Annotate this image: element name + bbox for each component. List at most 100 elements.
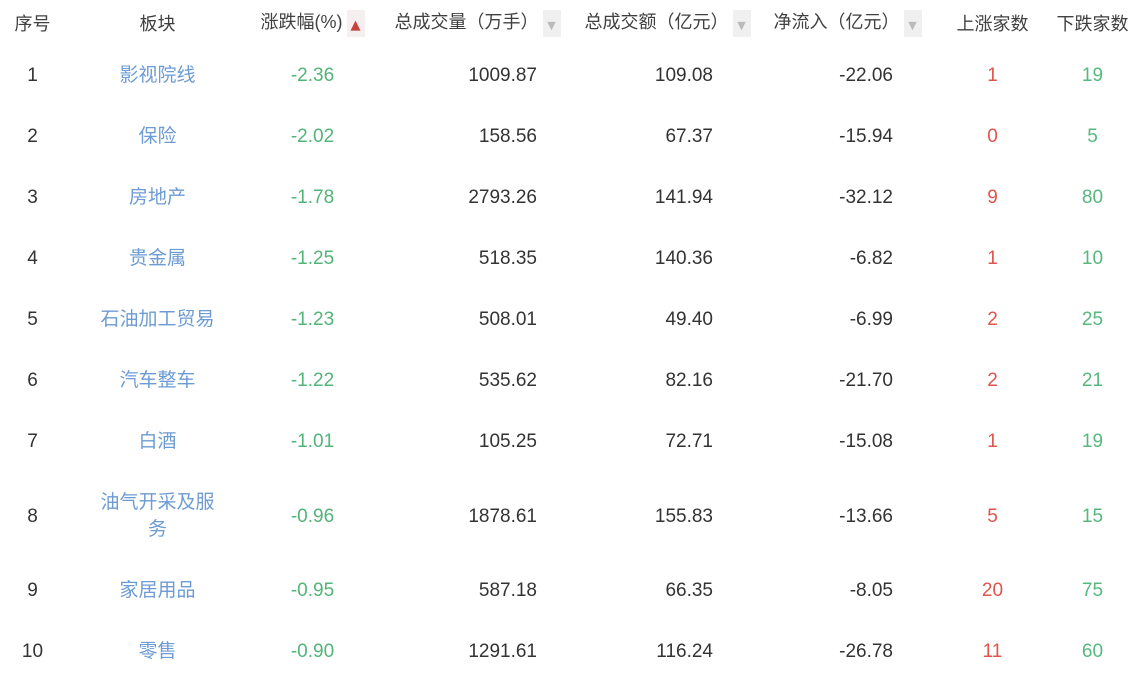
- inflow-value: -6.82: [849, 248, 893, 269]
- sector-link[interactable]: 白酒: [138, 431, 177, 452]
- turnover-cell: 155.83: [580, 472, 755, 560]
- header-row: 序号 板块 涨跌幅(%) ▲ 总成交量（万手） ▼ 总成交额（亿元） ▼ 净流入（亿元…: [0, 0, 1140, 45]
- change-cell: -0.95: [250, 560, 375, 621]
- table-row: 10 零售 -0.90 1291.61 116.24 -26.78 11 60: [0, 621, 1140, 678]
- sector-cell: 石油加工贸易: [65, 289, 250, 350]
- volume-cell: 508.01: [375, 289, 580, 350]
- volume-cell: 158.56: [375, 106, 580, 167]
- sector-cell: 油气开采及服务: [65, 472, 250, 560]
- down-count-cell: 21: [1045, 350, 1140, 411]
- sector-link[interactable]: 家居用品: [119, 580, 196, 601]
- up-count-cell: 1: [940, 228, 1045, 289]
- table-row: 4 贵金属 -1.25 518.35 140.36 -6.82 1 10: [0, 228, 1140, 289]
- volume-value: 105.25: [478, 431, 537, 452]
- seq-value: 7: [27, 431, 38, 452]
- turnover-value: 155.83: [654, 505, 713, 527]
- up-count-value: 1: [987, 431, 998, 452]
- up-count-cell: 11: [940, 621, 1045, 678]
- sort-desc-icon: ▼: [908, 18, 917, 32]
- turnover-cell: 140.36: [580, 228, 755, 289]
- sort-button-volume[interactable]: ▼: [542, 9, 561, 37]
- table-row: 3 房地产 -1.78 2793.26 141.94 -32.12 9 80: [0, 167, 1140, 228]
- table-row: 9 家居用品 -0.95 587.18 66.35 -8.05 20 75: [0, 560, 1140, 621]
- down-count-cell: 5: [1045, 106, 1140, 167]
- sector-link[interactable]: 房地产: [128, 187, 186, 208]
- sector-cell: 零售: [65, 621, 250, 678]
- sector-link[interactable]: 贵金属: [128, 248, 186, 269]
- table-row: 6 汽车整车 -1.22 535.62 82.16 -21.70 2 21: [0, 350, 1140, 411]
- up-count-value: 11: [982, 641, 1003, 662]
- sector-cell: 汽车整车: [65, 350, 250, 411]
- change-cell: -2.02: [250, 106, 375, 167]
- sort-button-change[interactable]: ▲: [346, 9, 365, 37]
- inflow-cell: -32.12: [755, 167, 940, 228]
- up-count-cell: 0: [940, 106, 1045, 167]
- seq-value: 10: [21, 641, 44, 662]
- down-count-cell: 25: [1045, 289, 1140, 350]
- turnover-value: 72.71: [665, 431, 713, 452]
- column-header-seq-label: 序号: [14, 13, 51, 34]
- volume-value: 587.18: [478, 580, 537, 601]
- volume-value: 518.35: [478, 248, 537, 269]
- sector-link[interactable]: 影视院线: [119, 65, 196, 86]
- sector-link[interactable]: 零售: [138, 641, 177, 662]
- down-count-cell: 10: [1045, 228, 1140, 289]
- seq-cell: 1: [0, 45, 65, 106]
- seq-value: 4: [27, 248, 38, 269]
- column-header-inflow-label: 净流入（亿元）: [773, 12, 900, 33]
- sort-button-inflow[interactable]: ▼: [903, 9, 922, 37]
- inflow-cell: -15.08: [755, 411, 940, 472]
- volume-value: 1878.61: [468, 505, 537, 527]
- inflow-value: -21.70: [839, 370, 893, 391]
- seq-value: 5: [27, 309, 38, 330]
- turnover-value: 82.16: [665, 370, 713, 391]
- up-count-value: 5: [987, 505, 998, 527]
- change-value: -1.78: [290, 187, 335, 208]
- sort-desc-icon: ▼: [737, 18, 746, 32]
- seq-cell: 7: [0, 411, 65, 472]
- volume-cell: 1291.61: [375, 621, 580, 678]
- turnover-value: 66.35: [665, 580, 713, 601]
- inflow-value: -32.12: [839, 187, 893, 208]
- change-value: -0.95: [290, 580, 335, 601]
- column-header-seq: 序号: [0, 0, 65, 45]
- change-value: -2.36: [290, 65, 335, 86]
- sector-link[interactable]: 油气开采及服务: [100, 492, 215, 540]
- inflow-cell: -6.99: [755, 289, 940, 350]
- seq-value: 1: [27, 65, 38, 86]
- down-count-value: 75: [1081, 580, 1104, 601]
- up-count-value: 0: [987, 126, 998, 147]
- change-value: -2.02: [290, 126, 335, 147]
- down-count-value: 60: [1081, 641, 1104, 662]
- up-count-cell: 1: [940, 45, 1045, 106]
- up-count-value: 9: [987, 187, 998, 208]
- volume-cell: 2793.26: [375, 167, 580, 228]
- seq-cell: 8: [0, 472, 65, 560]
- up-count-cell: 5: [940, 472, 1045, 560]
- column-header-turnover-label: 总成交额（亿元）: [584, 12, 729, 33]
- up-count-value: 1: [987, 248, 998, 269]
- turnover-cell: 66.35: [580, 560, 755, 621]
- volume-cell: 105.25: [375, 411, 580, 472]
- column-header-up-count-label: 上涨家数: [956, 13, 1029, 34]
- turnover-cell: 49.40: [580, 289, 755, 350]
- sort-button-turnover[interactable]: ▼: [732, 9, 751, 37]
- up-count-cell: 20: [940, 560, 1045, 621]
- table-row: 5 石油加工贸易 -1.23 508.01 49.40 -6.99 2 25: [0, 289, 1140, 350]
- seq-cell: 4: [0, 228, 65, 289]
- sector-link[interactable]: 石油加工贸易: [100, 309, 215, 330]
- change-cell: -1.25: [250, 228, 375, 289]
- up-count-cell: 2: [940, 289, 1045, 350]
- sector-link[interactable]: 汽车整车: [119, 370, 196, 391]
- seq-cell: 5: [0, 289, 65, 350]
- volume-value: 535.62: [478, 370, 537, 391]
- down-count-cell: 60: [1045, 621, 1140, 678]
- table-row: 8 油气开采及服务 -0.96 1878.61 155.83 -13.66 5 …: [0, 472, 1140, 560]
- change-value: -0.90: [290, 641, 335, 662]
- turnover-value: 141.94: [654, 187, 713, 208]
- sector-cell: 贵金属: [65, 228, 250, 289]
- change-cell: -0.90: [250, 621, 375, 678]
- down-count-value: 19: [1081, 431, 1104, 452]
- change-cell: -0.96: [250, 472, 375, 560]
- sector-link[interactable]: 保险: [138, 126, 177, 147]
